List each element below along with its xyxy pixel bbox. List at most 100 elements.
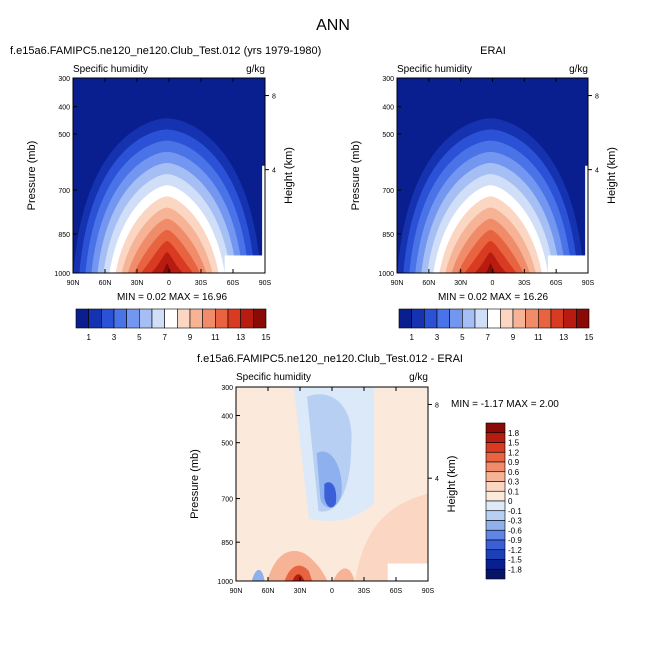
colorbar-swatch bbox=[485, 539, 506, 551]
colorbar-swatch bbox=[485, 549, 506, 560]
x-tick-label: 60N bbox=[422, 280, 435, 287]
x-tick-label: 30N bbox=[294, 588, 307, 595]
colorbar-swatch bbox=[253, 308, 267, 329]
y-tick-label: 300 bbox=[221, 385, 233, 392]
y-axis-label: Pressure (mb) bbox=[189, 449, 201, 519]
colorbar-swatch bbox=[485, 500, 506, 512]
y-tick-label: 400 bbox=[382, 105, 394, 112]
plot-area: 90N 60N 30N 0 30S 60S 90S 300 400 500 700 850 1000 8 4… bbox=[350, 76, 618, 287]
x-tick-label: 30S bbox=[518, 280, 531, 287]
colorbar-swatch bbox=[485, 422, 506, 434]
y2-tick-label: 4 bbox=[595, 168, 599, 175]
plot-area: 90N 60N 30N 0 30S 60S 90S 300 400 500 700 850 1000 8 4… bbox=[26, 76, 295, 287]
missing-data-mask bbox=[547, 255, 588, 273]
colorbar-swatch bbox=[485, 529, 506, 541]
x-tick-label: 30N bbox=[131, 280, 144, 287]
panel-erai: ERAI Specific humidity g/kg 90N 60N 30N 0 30… bbox=[350, 45, 618, 342]
contour-band bbox=[324, 482, 337, 508]
colorbar-label: -0.9 bbox=[508, 536, 522, 545]
y-tick-label: 700 bbox=[382, 188, 394, 195]
y2-tick-label: 8 bbox=[435, 402, 439, 409]
panel-title: f.e15a6.FAMIPC5.ne120_ne120.Club_Test.01… bbox=[197, 353, 463, 365]
y-tick-label: 400 bbox=[58, 105, 70, 112]
y-tick-label: 300 bbox=[58, 76, 70, 83]
y-tick-label: 700 bbox=[58, 188, 70, 195]
colorbar-swatch bbox=[485, 442, 506, 453]
x-tick-label: 90N bbox=[230, 588, 243, 595]
colorbar-swatch bbox=[485, 461, 506, 473]
colorbar-label: 0.3 bbox=[508, 478, 520, 487]
x-tick-label: 90S bbox=[422, 588, 435, 595]
colorbar: 1.81.51.20.90.60.30.10-0.1-0.3-0.6-0.9-1… bbox=[485, 422, 522, 580]
y-tick-label: 1000 bbox=[54, 271, 70, 278]
x-tick-label: 90N bbox=[67, 280, 80, 287]
colorbar-swatch bbox=[151, 308, 165, 329]
panel-units: g/kg bbox=[246, 64, 265, 75]
y2-tick-label: 8 bbox=[595, 94, 599, 101]
y-tick-label: 300 bbox=[382, 76, 394, 83]
y2-tick-label: 8 bbox=[272, 94, 276, 101]
contour-band bbox=[150, 252, 184, 273]
contour-band bbox=[292, 574, 305, 581]
colorbar-swatch bbox=[436, 308, 450, 329]
colorbar: 1 3 5 7 9 11 13 15 bbox=[75, 308, 271, 342]
colorbar-label: 15 bbox=[262, 333, 271, 342]
missing-data-mask bbox=[585, 165, 588, 273]
contour-band bbox=[355, 493, 428, 581]
colorbar-label: 13 bbox=[236, 333, 245, 342]
panel-units: g/kg bbox=[409, 372, 428, 383]
colorbar-swatch bbox=[525, 308, 539, 329]
panel-variable: Specific humidity bbox=[236, 372, 311, 383]
colorbar-label: 1 bbox=[86, 333, 91, 342]
colorbar-swatch bbox=[485, 451, 506, 463]
colorbar-swatch bbox=[563, 308, 577, 329]
colorbar-swatch bbox=[500, 308, 514, 329]
panel-variable: Specific humidity bbox=[397, 64, 472, 75]
x-tick-label: 30S bbox=[195, 280, 208, 287]
colorbar-swatch bbox=[164, 308, 178, 329]
x-tick-label: 30S bbox=[358, 588, 371, 595]
colorbar-swatch bbox=[227, 308, 241, 329]
y2-axis-label: Height (km) bbox=[606, 147, 618, 204]
colorbar-swatch bbox=[474, 308, 488, 329]
y2-axis-label: Height (km) bbox=[283, 147, 295, 204]
colorbar-label: 1.8 bbox=[508, 429, 520, 438]
colorbar-swatch bbox=[576, 308, 590, 329]
panel-minmax: MIN = -1.17 MAX = 2.00 bbox=[451, 399, 559, 410]
y-tick-label: 500 bbox=[221, 441, 233, 448]
colorbar-swatch bbox=[485, 471, 506, 482]
x-tick-label: 60N bbox=[99, 280, 112, 287]
colorbar-label: -1.5 bbox=[508, 556, 522, 565]
missing-data-mask bbox=[262, 165, 265, 273]
colorbar-swatch bbox=[485, 481, 506, 492]
contour-band bbox=[284, 565, 313, 581]
colorbar-label: -0.6 bbox=[508, 526, 522, 535]
missing-data-mask bbox=[224, 255, 265, 273]
colorbar-swatch bbox=[215, 308, 229, 329]
colorbar-label: 0 bbox=[508, 497, 513, 506]
colorbar-swatch bbox=[113, 308, 127, 329]
colorbar-swatch bbox=[485, 520, 506, 531]
y-axis-label: Pressure (mb) bbox=[350, 141, 362, 211]
y-tick-label: 850 bbox=[221, 540, 233, 547]
colorbar-label: 15 bbox=[585, 333, 594, 342]
colorbar-swatch bbox=[462, 308, 476, 329]
colorbar-swatch bbox=[449, 308, 463, 329]
colorbar-label: 0.6 bbox=[508, 468, 520, 477]
colorbar-swatch bbox=[485, 559, 506, 570]
colorbar-swatch bbox=[398, 308, 412, 329]
y-axis-label: Pressure (mb) bbox=[26, 141, 38, 211]
colorbar-swatch bbox=[240, 308, 254, 329]
x-tick-label: 90N bbox=[391, 280, 404, 287]
colorbar-label: 5 bbox=[137, 333, 142, 342]
filled-contours bbox=[251, 387, 428, 581]
colorbar-swatch bbox=[485, 490, 506, 502]
panel-minmax: MIN = 0.02 MAX = 16.96 bbox=[117, 292, 227, 303]
colorbar-swatch bbox=[512, 308, 526, 329]
colorbar-label: 11 bbox=[534, 333, 543, 342]
colorbar-swatch bbox=[485, 510, 506, 521]
colorbar-label: 7 bbox=[162, 333, 167, 342]
panel-units: g/kg bbox=[569, 64, 588, 75]
colorbar-swatch bbox=[550, 308, 564, 329]
x-tick-label: 60N bbox=[262, 588, 275, 595]
